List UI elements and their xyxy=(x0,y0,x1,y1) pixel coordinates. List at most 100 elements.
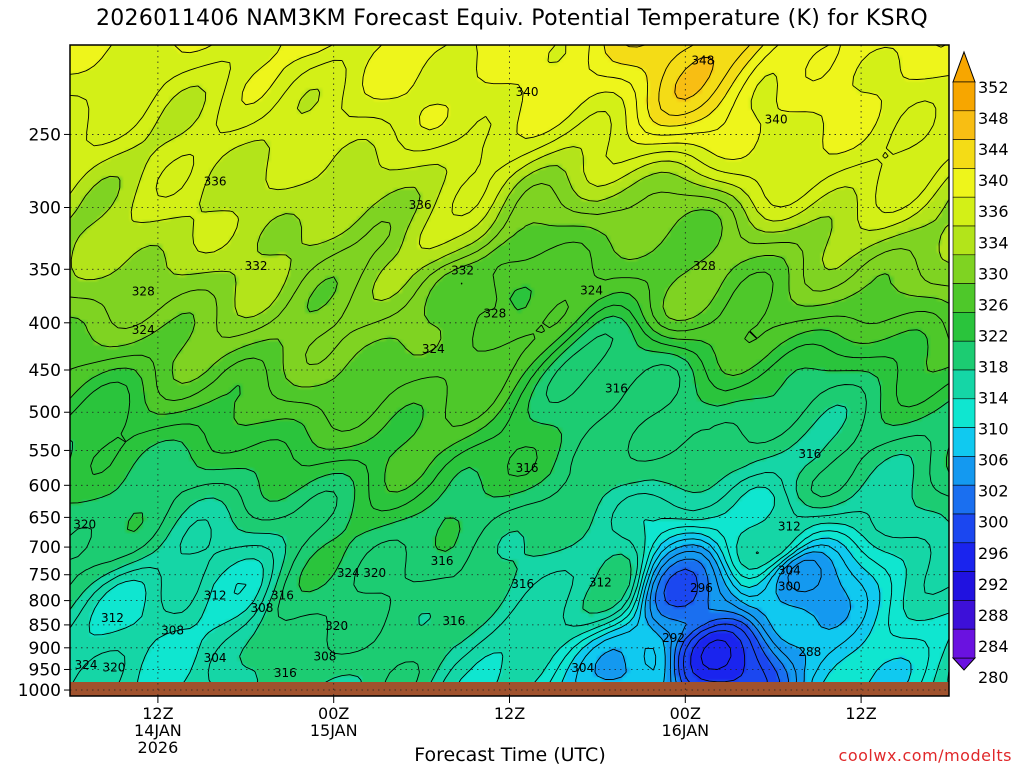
colorbar-swatch xyxy=(952,110,976,140)
contour-label: 312 xyxy=(589,576,612,590)
credit-text: coolwx.com/modelts xyxy=(838,746,1012,765)
colorbar-swatch xyxy=(952,628,976,659)
y-tick-label: 1000 xyxy=(18,681,61,701)
contour-label: 320 xyxy=(102,660,125,674)
contour-label: 308 xyxy=(250,601,273,615)
colorbar-swatch xyxy=(952,139,976,169)
y-tick-label: 500 xyxy=(29,403,61,423)
colorbar-label: 292 xyxy=(978,575,1009,594)
contour-label: 324 xyxy=(580,283,603,297)
contour-label: 308 xyxy=(313,650,336,664)
colorbar-label: 326 xyxy=(978,295,1009,314)
contour-label: 316 xyxy=(274,666,297,680)
colorbar-swatch xyxy=(952,225,976,256)
y-tick-label: 600 xyxy=(29,476,61,496)
colorbar-label: 300 xyxy=(978,513,1009,532)
y-tick-label: 650 xyxy=(29,508,61,528)
colorbar-swatch xyxy=(952,369,976,400)
y-tick-label: 850 xyxy=(29,616,61,636)
colorbar-swatch xyxy=(952,398,976,428)
colorbar-label: 306 xyxy=(978,451,1009,470)
colorbar-swatch xyxy=(952,542,976,572)
x-tick-label: 14JAN xyxy=(134,721,182,740)
y-tick-label: 450 xyxy=(29,361,61,381)
x-axis-label: Forecast Time (UTC) xyxy=(414,744,606,766)
colorbar-swatch xyxy=(952,600,976,630)
colorbar-top-arrow xyxy=(952,50,976,83)
contour-label: 316 xyxy=(516,461,539,475)
y-tick-label: 700 xyxy=(29,538,61,558)
grid-lines xyxy=(70,45,949,696)
colorbar-label: 330 xyxy=(978,264,1009,283)
contour-label: 312 xyxy=(101,611,124,625)
colorbar-label: 322 xyxy=(978,326,1009,345)
colorbar-label: 288 xyxy=(978,606,1009,625)
contour-label: 320 xyxy=(73,518,96,532)
contour-label: 336 xyxy=(204,174,227,188)
contour-label: 348 xyxy=(691,54,714,68)
colorbar-label: 344 xyxy=(978,140,1009,159)
x-tick-label: 16JAN xyxy=(661,721,709,740)
colorbar-swatch xyxy=(952,427,976,457)
colorbar-label: 284 xyxy=(978,637,1009,656)
colorbar-swatch xyxy=(952,513,976,544)
y-tick-label: 900 xyxy=(29,639,61,659)
colorbar-label: 340 xyxy=(978,171,1009,190)
x-tick-label: 2026 xyxy=(138,738,179,757)
x-tick-label: 12Z xyxy=(494,704,525,723)
colorbar-swatch xyxy=(952,340,976,371)
x-tick-label: 00Z xyxy=(670,704,701,723)
contour-label: 288 xyxy=(798,645,821,659)
y-tick-label: 350 xyxy=(29,260,61,280)
contour-label: 316 xyxy=(605,381,628,395)
contour-label: 316 xyxy=(271,589,294,603)
colorbar-swatch xyxy=(952,312,976,342)
colorbar-swatch xyxy=(952,81,976,112)
contour-label: 292 xyxy=(662,631,685,645)
colorbar-label: 302 xyxy=(978,482,1009,501)
contour-label: 316 xyxy=(431,554,454,568)
contour-label: 320 xyxy=(325,619,348,633)
contour-label: 328 xyxy=(483,307,506,321)
y-tick-label: 550 xyxy=(29,441,61,461)
y-tick-label: 750 xyxy=(29,566,61,586)
x-tick-label: 00Z xyxy=(318,704,349,723)
contour-label: 312 xyxy=(778,520,801,534)
contour-label: 300 xyxy=(778,579,801,593)
colorbar-swatch xyxy=(952,484,976,515)
chart-title: 2026011406 NAM3KM Forecast Equiv. Potent… xyxy=(95,6,929,31)
colorbar-bottom-arrow xyxy=(951,657,977,671)
contour-label: 328 xyxy=(693,259,716,273)
colorbar-swatch xyxy=(952,571,976,601)
colorbar-label: 336 xyxy=(978,202,1009,221)
colorbar-swatch xyxy=(952,168,976,198)
contour-label: 296 xyxy=(690,581,713,595)
x-tick-label: 12Z xyxy=(845,704,876,723)
contour-label: 336 xyxy=(409,198,432,212)
y-tick-label: 950 xyxy=(29,660,61,680)
x-tick-label: 12Z xyxy=(142,704,173,723)
colorbar-swatch xyxy=(952,456,976,486)
contour-label: 320 xyxy=(363,566,386,580)
contour-label: 324 xyxy=(422,342,445,356)
colorbar-label: 296 xyxy=(978,544,1009,563)
colorbar-label: 352 xyxy=(978,78,1009,97)
y-tick-label: 800 xyxy=(29,592,61,612)
colorbar-label: 348 xyxy=(978,109,1009,128)
y-axis: 250 300 350 400 450 500 550 600 650 700 750 800 850 9… xyxy=(18,125,70,701)
contour-label: 324 xyxy=(337,566,360,580)
contour-label: 316 xyxy=(798,447,821,461)
contour-label: 324 xyxy=(132,323,155,337)
contour-label: 304 xyxy=(571,661,594,675)
colorbar-label: 314 xyxy=(978,389,1009,408)
contour-label: 304 xyxy=(778,563,801,577)
colorbar-label: 310 xyxy=(978,420,1009,439)
colorbar-label: 318 xyxy=(978,357,1009,376)
contour-label: 332 xyxy=(451,263,474,277)
colorbar-label: 280 xyxy=(978,668,1009,687)
y-tick-label: 300 xyxy=(29,199,61,219)
contour-label: 340 xyxy=(516,85,539,99)
